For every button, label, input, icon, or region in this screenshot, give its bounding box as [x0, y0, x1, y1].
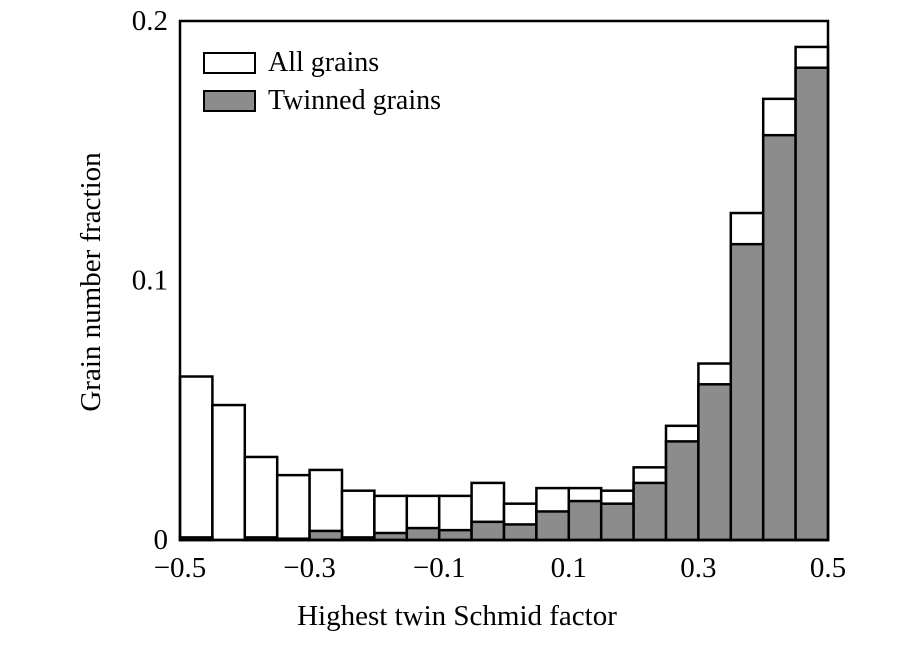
bar-all-grains: [340, 489, 376, 542]
plot-frame: [178, 19, 830, 542]
bar-twinned-grains: [761, 133, 797, 542]
legend-swatch-all-grains: [203, 52, 256, 74]
bar-twinned-grains: [502, 523, 538, 542]
bar-twinned-grains: [632, 481, 668, 542]
x-axis-ticks: −0.5 −0.3 −0.1 0.1 0.3 0.5: [154, 552, 846, 584]
x-tick-label: −0.5: [154, 552, 207, 584]
bar-all-grains: [211, 403, 247, 542]
legend: All grains Twinned grains: [203, 47, 441, 116]
twinned-grains-bars: [178, 66, 830, 542]
bar-all-grains: [243, 455, 279, 542]
y-axis-ticks: 0 0.1 0.2: [132, 5, 168, 556]
legend-label-all-grains: All grains: [268, 47, 379, 78]
x-axis-label: Highest twin Schmid factor: [297, 600, 617, 632]
bar-twinned-grains: [729, 242, 765, 542]
x-tick-label: −0.1: [413, 552, 466, 584]
legend-swatch-twinned-grains: [203, 90, 256, 112]
y-tick-label: 0: [154, 524, 169, 556]
x-tick-label: 0.1: [551, 552, 587, 584]
bar-twinned-grains: [697, 383, 733, 542]
legend-label-twinned-grains: Twinned grains: [268, 85, 441, 116]
bar-twinned-grains: [470, 520, 506, 542]
bar-twinned-grains: [437, 528, 473, 542]
bar-all-grains: [275, 473, 311, 542]
bar-twinned-grains: [308, 529, 344, 542]
y-tick-label: 0.2: [132, 5, 168, 37]
bar-all-grains: [178, 375, 214, 542]
bar-twinned-grains: [794, 66, 830, 542]
y-tick-label: 0.1: [132, 265, 168, 297]
bar-all-grains: [308, 468, 344, 542]
bar-twinned-grains: [567, 499, 603, 542]
bar-twinned-grains: [599, 502, 635, 542]
x-tick-label: 0.5: [810, 552, 846, 584]
bar-twinned-grains: [405, 526, 441, 542]
x-tick-label: −0.3: [283, 552, 336, 584]
bar-twinned-grains: [664, 440, 700, 542]
bar-twinned-grains: [535, 510, 571, 542]
y-axis-label: Grain number fraction: [75, 152, 107, 412]
x-tick-label: 0.3: [680, 552, 716, 584]
